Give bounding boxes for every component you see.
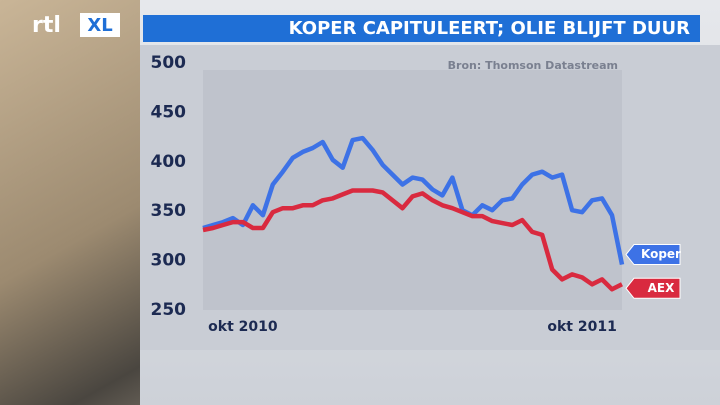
title-bar (143, 15, 700, 42)
logo-text: rtl (32, 13, 61, 38)
y-tick-label: 450 (151, 102, 187, 122)
y-tick-label: 250 (151, 300, 187, 320)
logo-text: XL (87, 15, 112, 36)
legend-label: Koper (641, 247, 681, 261)
y-tick-label: 500 (151, 53, 187, 73)
x-tick-label: okt 2011 (547, 319, 616, 335)
x-tick-label: okt 2010 (208, 319, 278, 335)
logo-box (80, 13, 120, 37)
y-tick-label: 350 (151, 201, 187, 221)
legend-box (625, 244, 681, 266)
y-tick-label: 400 (151, 152, 187, 172)
source: Bron: Thomson Datastream (448, 59, 618, 72)
series-line (202, 188, 624, 292)
legend-label: AEX (648, 281, 675, 295)
y-tick-label: 300 (151, 251, 187, 271)
series-line (202, 135, 625, 266)
chart-title: KOPER CAPITULEERT; OLIE BLIJFT DUUR (289, 18, 690, 39)
legend-box (625, 277, 681, 299)
